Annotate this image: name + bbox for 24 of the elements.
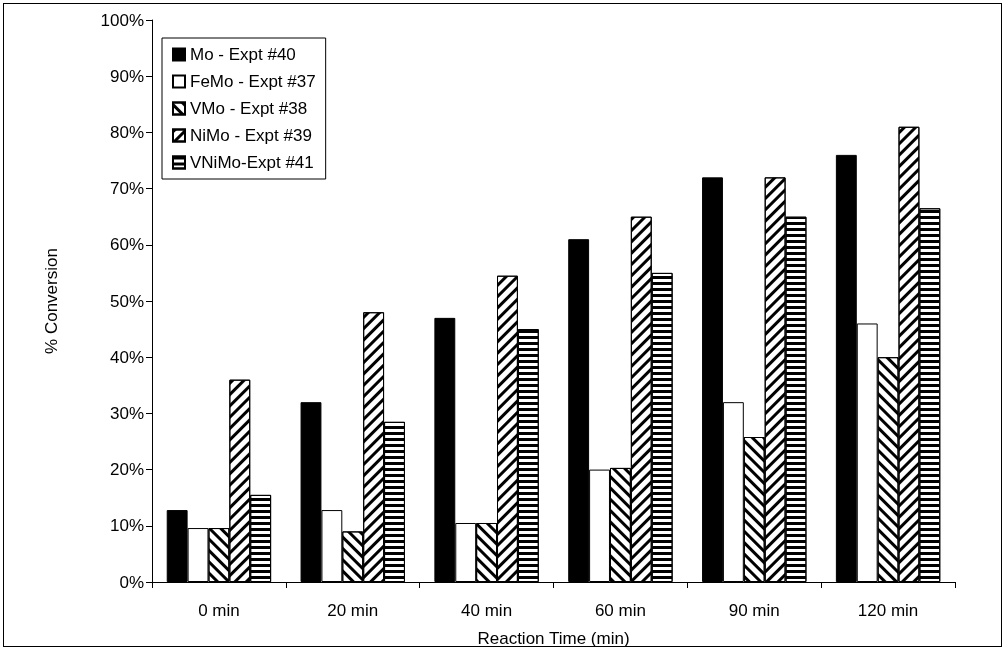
legend-label: VNiMo-Expt #41 — [190, 153, 314, 172]
y-axis-title: % Conversion — [42, 248, 61, 354]
y-tick-label: 10% — [109, 516, 144, 536]
y-tick-label: 80% — [109, 122, 144, 142]
x-tick-label: 90 min — [728, 601, 780, 620]
x-tick-label: 60 min — [594, 601, 646, 620]
x-axis-title: Reaction Time (min) — [477, 629, 630, 648]
legend-label: Mo - Expt #40 — [190, 45, 296, 64]
y-tick-label: 90% — [109, 66, 144, 86]
y-tick-label: 30% — [109, 403, 144, 423]
y-tick-label: 0% — [119, 572, 144, 592]
y-tick-label: 70% — [109, 179, 144, 199]
x-tick-label: 120 min — [857, 601, 919, 620]
legend-label: VMo - Expt #38 — [190, 99, 308, 118]
legend-label: NiMo - Expt #39 — [190, 126, 312, 145]
y-tick-label: 40% — [109, 347, 144, 367]
y-tick-label: 100% — [100, 10, 144, 30]
legend-label: FeMo - Expt #37 — [190, 72, 316, 91]
y-tick-label: 20% — [109, 460, 144, 480]
y-tick-label: 50% — [109, 291, 144, 311]
x-tick-label: 40 min — [461, 601, 513, 620]
y-tick-label: 60% — [109, 235, 144, 255]
x-tick-label: 20 min — [327, 601, 379, 620]
x-tick-label: 0 min — [198, 601, 240, 620]
